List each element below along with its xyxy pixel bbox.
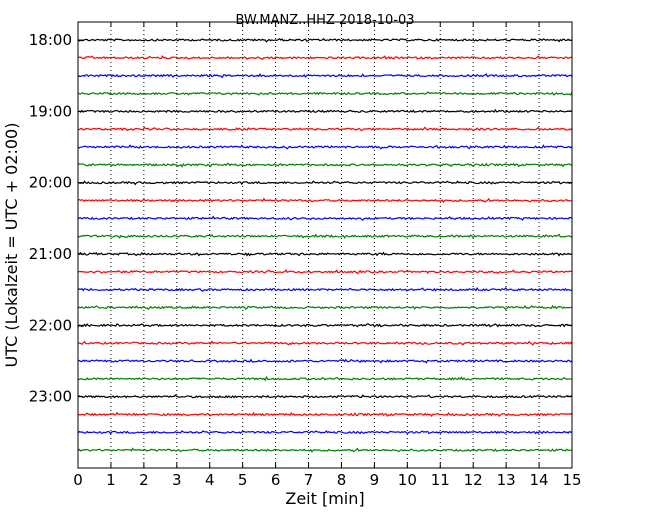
trace-1930: [77, 144, 573, 150]
trace-2130: [77, 286, 573, 293]
y-tick-label: 22:00: [29, 316, 72, 334]
trace-2045: [77, 233, 573, 240]
y-axis-label: UTC (Lokalzeit = UTC + 02:00): [2, 123, 21, 368]
x-tick-label: 2: [139, 471, 149, 489]
x-tick-label: 11: [431, 471, 450, 489]
x-tick-label: 6: [271, 471, 281, 489]
trace-2345: [77, 447, 573, 453]
x-tick-label: 0: [73, 471, 83, 489]
trace-2215: [77, 340, 573, 346]
trace-1800: [77, 37, 573, 43]
x-tick-label: 7: [304, 471, 314, 489]
plot-frame: [77, 21, 573, 469]
x-tick-label: 14: [530, 471, 549, 489]
y-axis: 18:00 19:00 20:00 21:00 22:00 23:00: [29, 31, 572, 406]
y-tick-label: 20:00: [29, 174, 72, 192]
chart-title: BW.MANZ..HHZ 2018-10-03: [235, 13, 414, 28]
trace-1945: [77, 162, 573, 168]
x-tick-label: 1: [106, 471, 116, 489]
trace-2000: [77, 180, 573, 186]
x-tick-label: 9: [370, 471, 380, 489]
x-tick-label: 3: [172, 471, 182, 489]
trace-2115: [77, 269, 573, 275]
y-tick-label: 19:00: [29, 102, 72, 120]
y-tick-label: 18:00: [29, 31, 72, 49]
trace-1845: [77, 91, 573, 96]
y-tick-label: 21:00: [29, 245, 72, 263]
trace-2030: [77, 215, 573, 221]
vertical-grid: [110, 22, 540, 468]
x-tick-label: 12: [464, 471, 483, 489]
trace-1915: [77, 126, 573, 132]
x-tick-label: 13: [497, 471, 516, 489]
x-axis-label: Zeit [min]: [285, 489, 364, 508]
x-tick-label: 5: [238, 471, 248, 489]
trace-2330: [77, 430, 573, 435]
trace-2245: [77, 375, 573, 382]
x-tick-label: 4: [205, 471, 215, 489]
x-tick-label: 10: [398, 471, 417, 489]
trace-2015: [77, 197, 573, 204]
trace-2200: [77, 322, 573, 328]
trace-2100: [77, 251, 573, 257]
trace-1830: [77, 73, 573, 79]
trace-1900: [77, 108, 573, 114]
x-tick-label: 8: [337, 471, 347, 489]
trace-1815: [77, 55, 573, 61]
traces: [77, 37, 573, 453]
trace-2230: [77, 358, 573, 364]
trace-2315: [77, 411, 573, 418]
trace-2300: [77, 394, 573, 399]
y-tick-label: 23:00: [29, 388, 72, 406]
x-tick-label: 15: [562, 471, 581, 489]
trace-2145: [77, 304, 573, 311]
x-axis: 0 1 2 3 4 5 6 7 8 9 10 11 12 13 14 15: [73, 22, 582, 489]
